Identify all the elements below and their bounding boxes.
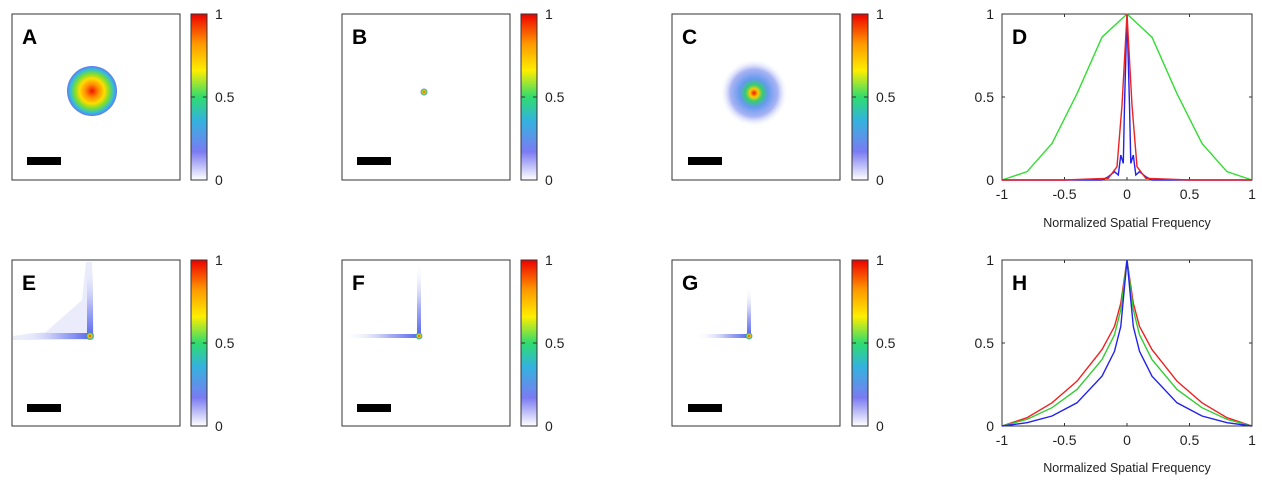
panel-letter: A (22, 26, 37, 49)
x-tick-label: 0.5 (1180, 186, 1200, 202)
psf-arm-vertical (747, 286, 751, 336)
x-tick-label: 0.5 (1180, 432, 1200, 448)
colorbar-tick-label: 1 (215, 6, 223, 22)
panel-letter: G (682, 272, 698, 295)
colorbar-tick-label: 0.5 (876, 335, 896, 351)
plot-area: -1 -0.5 0 0.5 1 0 0.5 1 (975, 252, 1257, 448)
panel-g: G 0 0.5 1 (671, 252, 896, 434)
colorbar-tick-label: 0 (876, 418, 884, 434)
colorbar-tick-label: 1 (215, 252, 223, 268)
x-tick-label: -0.5 (1052, 432, 1076, 448)
scale-bar (357, 404, 391, 412)
colorbar-tick-label: 0.5 (545, 89, 565, 105)
colorbar-tick-label: 1 (545, 252, 553, 268)
x-tick-label: 0 (1123, 186, 1131, 202)
colorbar-tick-label: 0 (215, 172, 223, 188)
colorbar-tick-label: 0 (876, 172, 884, 188)
colorbar-ticks: 0 0.5 1 (852, 6, 896, 188)
colorbar-ticks: 0 0.5 1 (191, 6, 235, 188)
colorbar-tick-label: 0 (545, 172, 553, 188)
plot-frame (1001, 259, 1253, 427)
x-tick-label: 1 (1248, 186, 1256, 202)
image-frame (341, 13, 511, 181)
colorbar-tick-label: 0 (545, 418, 553, 434)
psf-speckle (720, 59, 788, 127)
panel-letter: C (682, 26, 697, 49)
panel-letter: D (1012, 26, 1027, 49)
panel-a: A 0 0.5 1 (11, 6, 235, 188)
image-frame (341, 259, 511, 427)
colorbar-tick-label: 0.5 (215, 89, 235, 105)
psf-point (420, 88, 428, 96)
scale-bar (688, 157, 722, 165)
panel-e: E 0 0.5 1 (11, 252, 235, 434)
psf-core (86, 332, 94, 340)
series-line (1001, 259, 1253, 427)
panel-letter: E (22, 272, 36, 295)
series-line (1002, 13, 1252, 181)
psf-arm-horizontal (343, 334, 420, 338)
x-tick-label: 0 (1123, 432, 1131, 448)
panel-d: D -1 -0.5 0 0.5 1 0 0.5 1 Normalized Spatial Fr… (975, 6, 1257, 230)
colorbar-tick-label: 0.5 (545, 335, 565, 351)
panel-letter: H (1012, 272, 1027, 295)
panel-letter: F (352, 272, 365, 295)
x-tick-label: -1 (996, 186, 1009, 202)
x-axis-label: Normalized Spatial Frequency (1043, 216, 1211, 230)
scale-bar (688, 404, 722, 412)
y-tick-label: 1 (986, 252, 994, 268)
panel-f: F 0 0.5 1 (341, 252, 565, 434)
colorbar-ticks: 0 0.5 1 (521, 252, 565, 434)
colorbar-tick-label: 1 (876, 252, 884, 268)
image-frame (11, 259, 181, 427)
colorbar-ticks: 0 0.5 1 (852, 252, 896, 434)
psf-disk (67, 66, 117, 116)
psf-arm-vertical (417, 262, 421, 336)
scale-bar (27, 157, 61, 165)
colorbar-tick-label: 1 (876, 6, 884, 22)
scale-bar (27, 404, 61, 412)
colorbar-ticks: 0 0.5 1 (191, 252, 235, 434)
y-tick-label: 1 (986, 6, 994, 22)
panel-letter: B (352, 26, 367, 49)
psf-core (415, 332, 423, 340)
colorbar-tick-label: 0.5 (215, 335, 235, 351)
colorbar-tick-label: 0 (215, 418, 223, 434)
y-tick-label: 0.5 (975, 335, 995, 351)
psf-arm-vertical (87, 261, 93, 338)
y-tick-label: 0 (986, 172, 994, 188)
y-tick-label: 0.5 (975, 89, 995, 105)
colorbar-tick-label: 1 (545, 6, 553, 22)
colorbar-tick-label: 0.5 (876, 89, 896, 105)
y-tick-label: 0 (986, 418, 994, 434)
x-tick-label: -0.5 (1052, 186, 1076, 202)
x-tick-label: 1 (1248, 432, 1256, 448)
psf-arm-horizontal (696, 334, 750, 338)
colorbar-ticks: 0 0.5 1 (521, 6, 565, 188)
psf-halo (13, 262, 94, 340)
x-tick-label: -1 (996, 432, 1009, 448)
scale-bar (357, 157, 391, 165)
x-axis-label: Normalized Spatial Frequency (1043, 461, 1211, 475)
panel-c: C 0 0.5 1 (671, 6, 896, 188)
panel-h: H -1 -0.5 0 0.5 1 0 0.5 1 Normalized Spatial Fr… (975, 252, 1257, 475)
psf-core (745, 332, 753, 340)
panel-b: B 0 0.5 1 (341, 6, 565, 188)
image-frame (671, 259, 841, 427)
plot-area: -1 -0.5 0 0.5 1 0 0.5 1 (975, 6, 1257, 202)
psf-arm-horizontal (13, 333, 92, 339)
